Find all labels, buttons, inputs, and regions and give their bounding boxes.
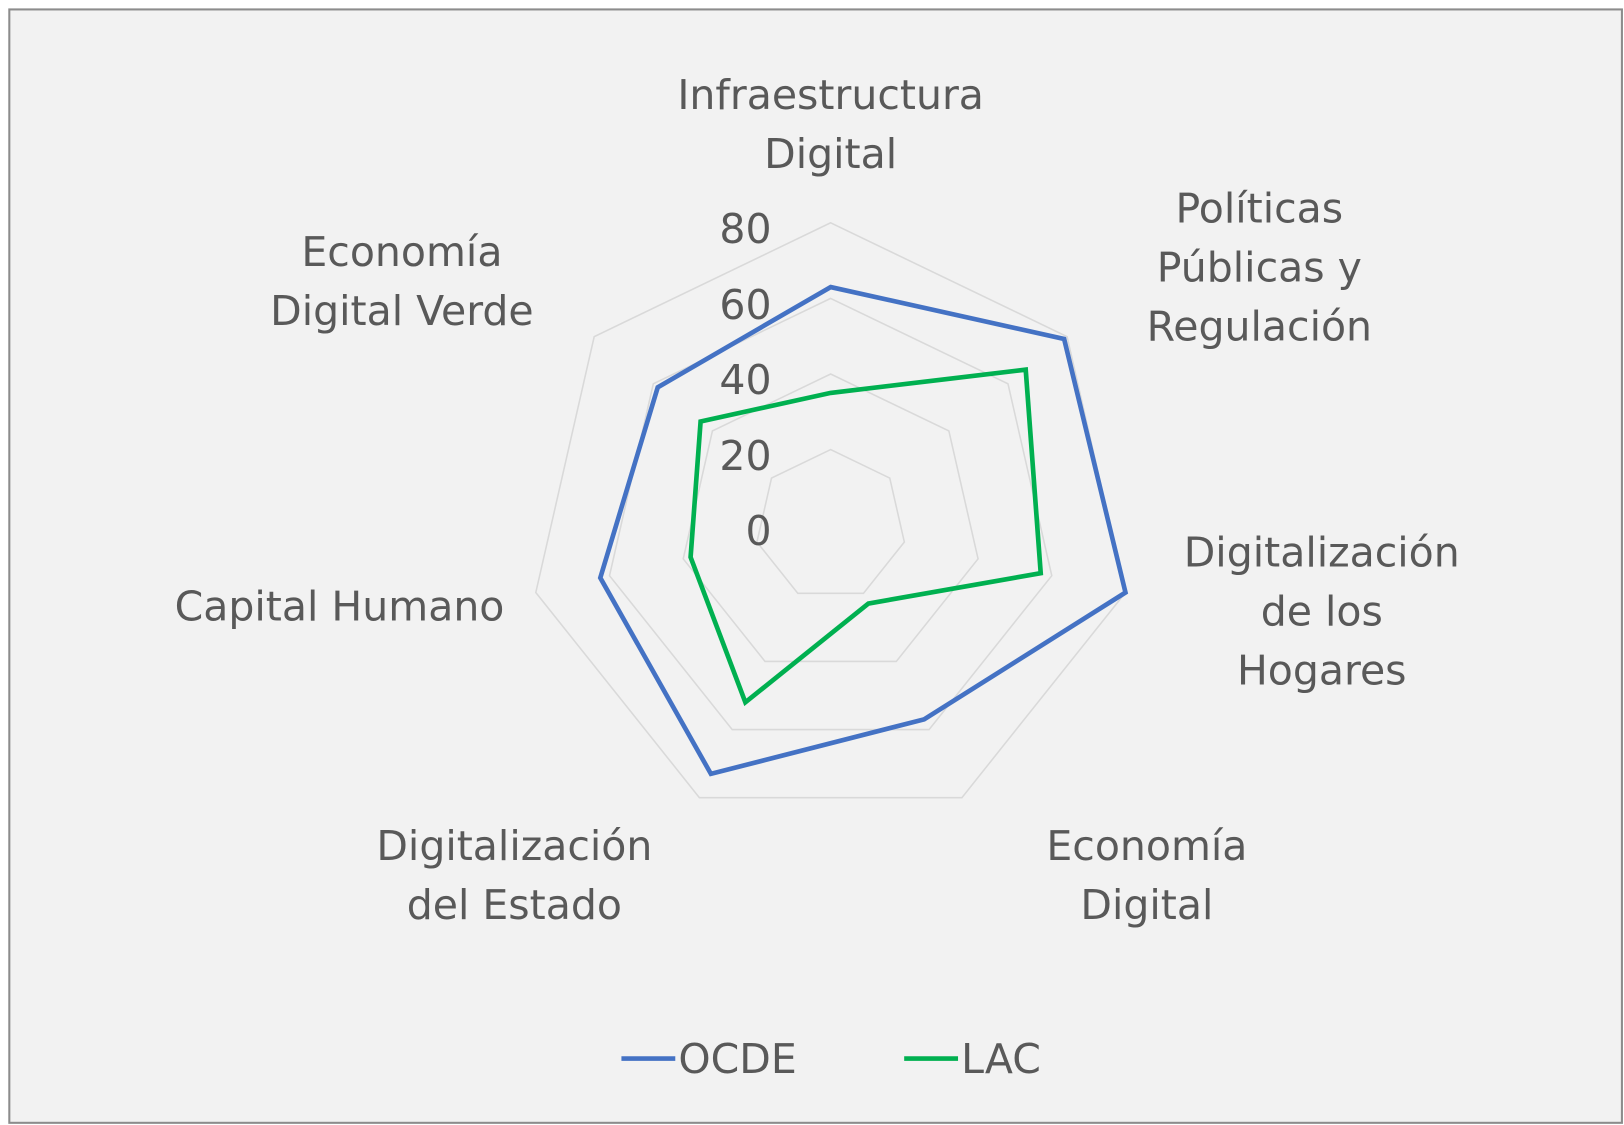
category-label: Infraestructura Digital: [677, 71, 984, 179]
grid-ring: [534, 221, 1127, 799]
category-label: Economía Digital: [1046, 821, 1248, 929]
category-label: Políticas Públicas y Regulación: [1146, 184, 1373, 351]
r-tick-label: 40: [719, 356, 772, 405]
category-label: Digitalización de los Hogares: [1183, 528, 1460, 695]
category-label: Digitalización del Estado: [376, 821, 653, 929]
chart-frame: [8, 8, 1623, 1124]
r-tick-label: 20: [719, 431, 772, 480]
legend-label: LAC: [961, 1034, 1041, 1083]
category-label: Economía Digital Verde: [270, 228, 534, 336]
legend-label: OCDE: [678, 1034, 797, 1083]
r-tick-label: 80: [719, 204, 772, 253]
series-line: [597, 284, 1129, 777]
category-label: Capital Humano: [174, 582, 505, 631]
grid-ring: [756, 448, 906, 595]
r-tick-label: 0: [745, 507, 772, 556]
grid-ring: [608, 297, 1053, 731]
r-tick-label: 60: [719, 280, 772, 329]
series-line: [688, 367, 1044, 707]
grid-ring: [682, 373, 979, 663]
